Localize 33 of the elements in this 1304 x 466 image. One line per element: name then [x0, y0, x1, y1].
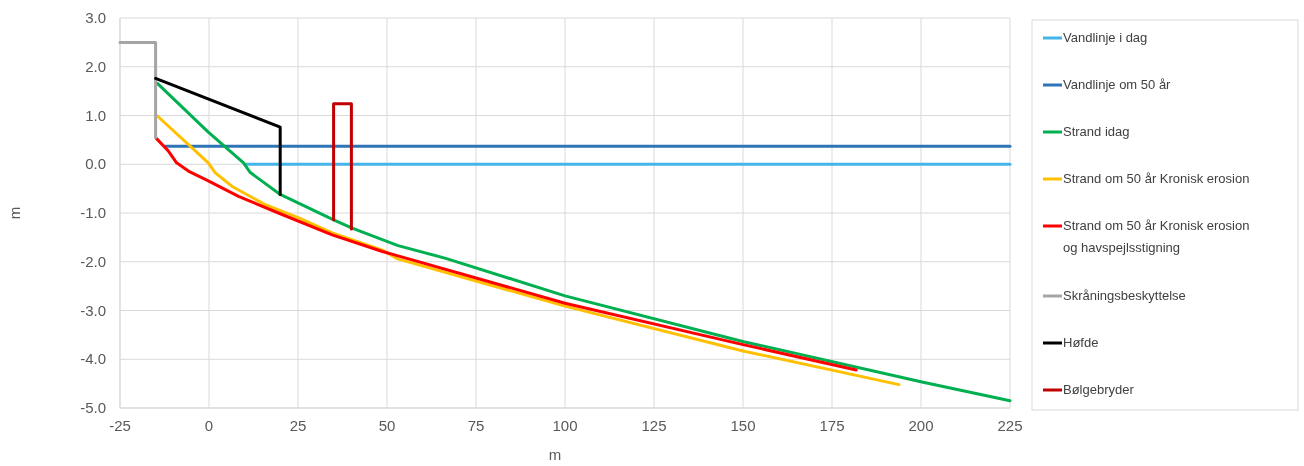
legend-label: Skråningsbeskyttelse — [1063, 288, 1186, 303]
line-series — [154, 136, 858, 372]
legend-label: Strand om 50 år Kronisk erosion og havspejlsstigning — [1063, 218, 1250, 255]
x-tick-label: 125 — [641, 417, 667, 434]
legend-label: Høfde — [1063, 335, 1099, 350]
line-series — [155, 81, 1012, 403]
x-tick-label: 225 — [997, 417, 1023, 434]
y-tick-label: 3.0 — [85, 9, 106, 26]
x-axis-title: m — [548, 446, 562, 463]
y-axis-title: m — [6, 206, 23, 220]
x-tick-label: -25 — [109, 417, 131, 434]
y-tick-label: -2.0 — [80, 252, 106, 270]
x-tick-label: 200 — [908, 417, 934, 434]
x-tick-label: 100 — [552, 417, 578, 434]
y-tick-label: -5.0 — [80, 399, 106, 416]
x-tick-label: 175 — [819, 417, 845, 434]
x-tick-label: 150 — [730, 417, 756, 434]
legend-label: Strand idag — [1063, 124, 1130, 139]
y-tick-label: -3.0 — [80, 301, 106, 319]
y-tick-label: 2.0 — [85, 57, 106, 75]
x-tick-label: 50 — [378, 417, 396, 434]
legend-label: Vandlinje om 50 år — [1063, 77, 1172, 92]
legend-label: Bølgebryder — [1063, 382, 1135, 397]
x-tick-label: 75 — [467, 417, 485, 434]
y-tick-label: -4.0 — [80, 350, 106, 368]
y-tick-label: 1.0 — [85, 106, 106, 124]
line-series — [155, 114, 901, 387]
y-tick-label: -1.0 — [80, 204, 106, 221]
x-tick-label: 0 — [204, 417, 214, 434]
x-tick-label: 25 — [289, 417, 307, 434]
y-tick-label: 0.0 — [85, 155, 106, 173]
legend-label: Strand om 50 år Kronisk erosion — [1063, 171, 1250, 186]
legend-label: Vandlinje i dag — [1063, 30, 1148, 45]
